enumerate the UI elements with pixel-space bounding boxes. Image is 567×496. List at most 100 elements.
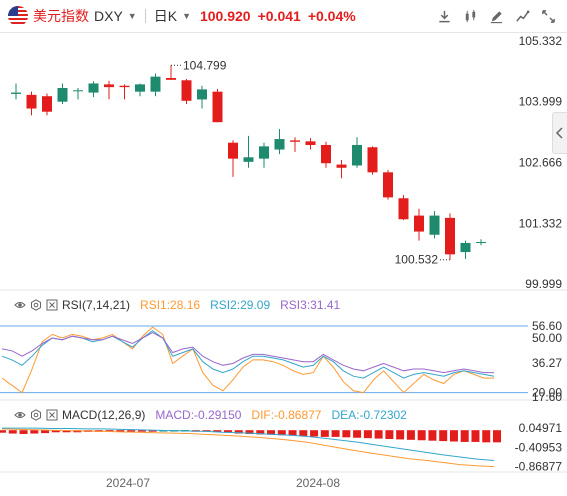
fullscreen-icon[interactable] [540, 8, 557, 25]
macd-histogram-bar [223, 430, 232, 433]
period-dropdown-icon[interactable]: ▼ [182, 11, 191, 21]
macd-histogram-bar [51, 430, 60, 433]
macd-histogram-bar [439, 430, 448, 442]
candle-body [88, 83, 99, 93]
rsi-tick-label: 17.60 [532, 390, 562, 404]
macd-histogram-bar [8, 430, 17, 434]
rsi-series-line [1, 332, 494, 374]
high-annotation: 104.799 [183, 58, 227, 72]
symbol-name[interactable]: 美元指数 [33, 8, 89, 24]
macd-histogram-bar [353, 430, 362, 438]
macd-histogram-bar [105, 430, 114, 432]
candle-body [228, 142, 238, 159]
low-annotation: 100.532 [395, 253, 439, 267]
us-flag-icon [8, 6, 28, 26]
rsi-panel [0, 325, 528, 394]
macd-tick-label: 0.04971 [519, 421, 563, 435]
candle-body [383, 172, 393, 198]
settings-icon[interactable] [30, 299, 42, 311]
macd-histogram-bar [299, 430, 308, 437]
candle-body [26, 94, 37, 109]
macd-histogram-bar [471, 430, 480, 442]
y-tick-label: 101.332 [519, 216, 563, 230]
macd-histogram-bar [202, 430, 211, 432]
macd-histogram-bar [493, 430, 501, 443]
side-panel-toggle[interactable] [552, 112, 567, 154]
candle-body [166, 77, 176, 80]
rsi-series-line [1, 326, 494, 394]
macd-histogram-bar [148, 430, 157, 432]
macd-tick-label: -0.40953 [515, 440, 563, 454]
macd-histogram-bar [30, 430, 39, 434]
candle-body [119, 85, 130, 88]
candle-body [104, 84, 114, 88]
macd-histogram-bar [288, 430, 297, 436]
y-tick-label: 102.666 [519, 155, 563, 169]
macd-histogram-bar [310, 430, 319, 437]
macd-histogram-bar [213, 430, 222, 432]
macd-tick-label: -0.86877 [515, 460, 563, 474]
candle-body [42, 96, 52, 112]
rsi3-value: RSI3:31.41 [280, 298, 341, 312]
hide-indicator-icon[interactable] [14, 299, 26, 311]
macd-histogram-bar [331, 430, 340, 437]
macd-series-line [2, 427, 495, 461]
price-change-percent: +0.04% [307, 8, 356, 24]
rsi2-value: RSI2:29.09 [210, 298, 271, 312]
rsi-tick-label: 20.00 [532, 386, 562, 400]
macd-histogram-bar [428, 430, 437, 441]
macd-histogram-bar [234, 430, 243, 434]
divider [144, 9, 146, 23]
candle-body [414, 215, 424, 232]
macd-histogram-bar [460, 430, 469, 442]
macd-histogram-bar [62, 430, 71, 433]
x-tick-label: 2024-08 [296, 476, 340, 490]
candle-body [367, 147, 378, 173]
settings-icon[interactable] [30, 409, 42, 421]
price-panel: 104.799 100.532 [11, 58, 486, 267]
axes: 105.332 103.999 102.666 101.332 99.999 56.605… [0, 34, 567, 490]
close-indicator-icon[interactable] [46, 299, 58, 311]
download-icon[interactable] [436, 8, 453, 25]
candle-body [212, 91, 223, 123]
macd-histogram-bar [41, 430, 50, 434]
macd-header: MACD(12,26,9) MACD:-0.29150 DIF:-0.86877… [14, 407, 407, 423]
indicator-icon[interactable] [514, 8, 531, 25]
macd-histogram-bar [396, 430, 405, 440]
last-price: 100.920 [199, 8, 251, 24]
symbol-dropdown-icon[interactable]: ▼ [127, 11, 137, 21]
chart-type-icon[interactable] [462, 8, 479, 25]
candle-body [429, 215, 440, 235]
candle-body [290, 140, 300, 142]
macd-histogram-bar [127, 430, 136, 432]
y-tick-label: 105.332 [519, 34, 563, 48]
close-indicator-icon[interactable] [46, 409, 58, 421]
chevron-left-icon [555, 127, 563, 139]
macd-histogram-bar [137, 430, 146, 432]
period-selector[interactable]: 日K [153, 8, 178, 24]
macd-histogram-bar [256, 430, 265, 435]
rsi-series-line [1, 330, 495, 379]
candle-body [274, 139, 285, 150]
candle-body [321, 144, 331, 164]
macd-histogram-bar [482, 430, 491, 443]
symbol-code[interactable]: DXY [94, 8, 123, 24]
dif-value: DIF:-0.86877 [251, 408, 322, 422]
rsi-tick-label: 36.27 [532, 356, 562, 370]
macd-value: MACD:-0.29150 [155, 408, 242, 422]
candle-body [150, 76, 161, 92]
candle-body [259, 146, 269, 159]
macd-histogram-bar [374, 430, 383, 439]
macd-histogram-bar [363, 430, 372, 439]
draw-icon[interactable] [488, 8, 505, 25]
hide-indicator-icon[interactable] [14, 409, 26, 421]
candle-body [460, 242, 471, 253]
candle-body [11, 92, 21, 94]
candle-body [476, 242, 486, 244]
candle-body [243, 157, 254, 162]
macd-title: MACD(12,26,9) [62, 408, 146, 422]
macd-series-line [1, 428, 495, 468]
candle-body [57, 88, 68, 102]
